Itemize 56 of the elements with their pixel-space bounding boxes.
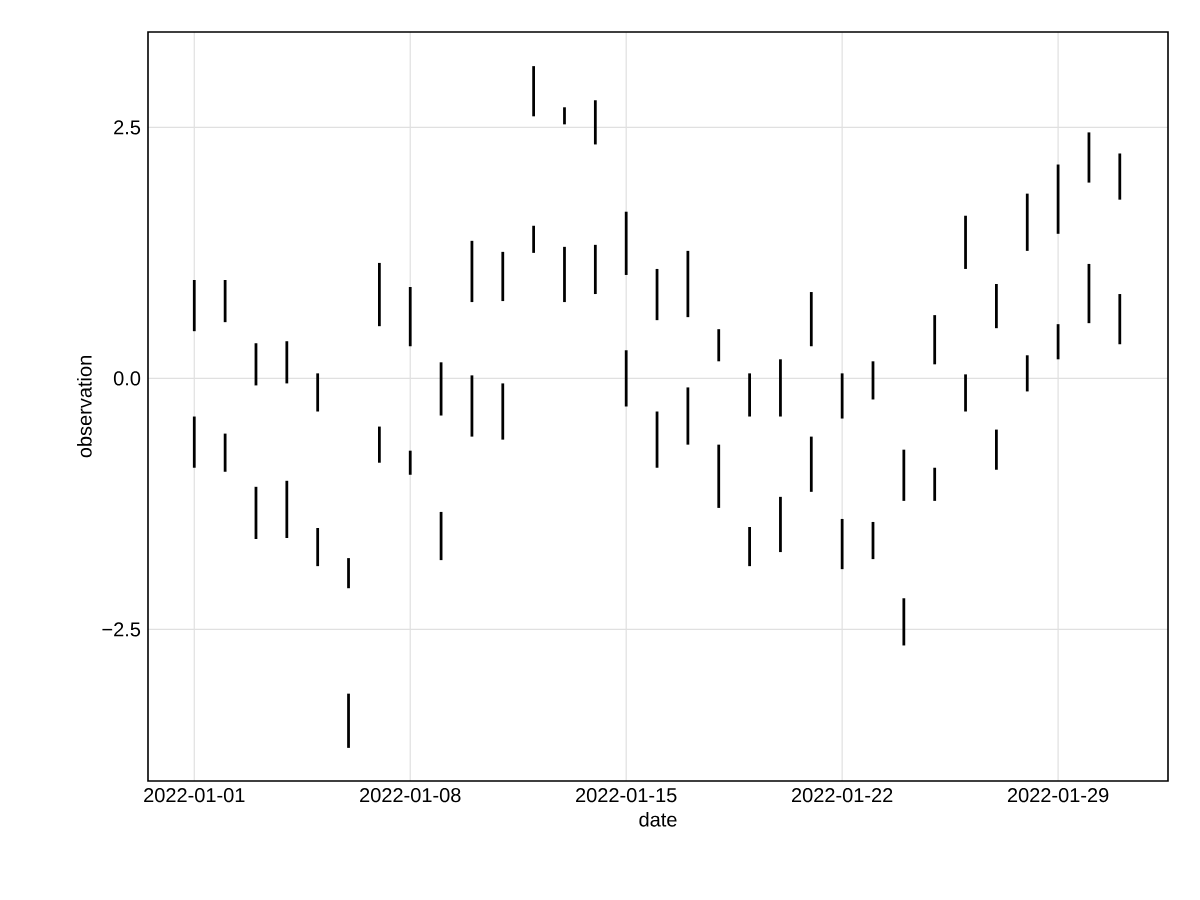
- x-tick-label: 2022-01-22: [791, 788, 893, 803]
- bar: [347, 693, 350, 748]
- bar: [624, 211, 628, 275]
- bar: [1025, 193, 1029, 251]
- bar: [563, 107, 566, 125]
- x-axis-title: date: [639, 811, 677, 827]
- bar: [223, 433, 227, 472]
- bar: [902, 598, 906, 646]
- y-tick-label: 0.0: [113, 371, 141, 386]
- bar: [501, 383, 505, 440]
- bar: [809, 292, 813, 347]
- x-tick-label: 2022-01-15: [576, 788, 677, 803]
- bar: [593, 244, 597, 295]
- bar: [285, 341, 289, 384]
- bar: [532, 225, 536, 253]
- bar: [779, 496, 782, 553]
- bar: [995, 284, 998, 329]
- x-tick-label: 2022-01-29: [1007, 788, 1109, 803]
- bar: [964, 374, 967, 412]
- bar: [377, 426, 381, 463]
- bar: [964, 215, 967, 269]
- bar: [717, 329, 721, 362]
- bar: [1118, 294, 1122, 345]
- bar: [1118, 153, 1122, 200]
- bar: [316, 527, 320, 567]
- bar: [809, 436, 813, 492]
- bar: [223, 279, 227, 323]
- bar: [347, 558, 350, 589]
- x-tick-label: 2022-01-01: [144, 788, 245, 803]
- bar: [377, 262, 381, 327]
- bar: [408, 450, 412, 475]
- y-tick-label: −2.5: [102, 622, 141, 637]
- bar: [624, 350, 628, 407]
- x-tick-label: 2022-01-08: [360, 788, 461, 803]
- bar: [840, 518, 844, 570]
- bar: [501, 251, 505, 302]
- bar: [840, 373, 844, 419]
- bar: [192, 279, 196, 332]
- bar: [902, 449, 906, 501]
- bar: [316, 373, 320, 412]
- bar: [285, 480, 289, 539]
- bar: [1025, 355, 1029, 392]
- bar: [779, 359, 782, 417]
- bar: [192, 416, 196, 468]
- bar: [995, 429, 998, 470]
- bar: [593, 100, 597, 145]
- bar: [408, 287, 412, 347]
- y-tick-label: 2.5: [114, 120, 141, 135]
- bar: [563, 246, 566, 303]
- bar: [933, 315, 937, 365]
- bar: [717, 444, 721, 508]
- y-axis-title: observation: [77, 356, 92, 458]
- bar: [933, 467, 937, 501]
- bar: [532, 66, 536, 117]
- bar: [748, 373, 751, 417]
- bar: [748, 526, 751, 567]
